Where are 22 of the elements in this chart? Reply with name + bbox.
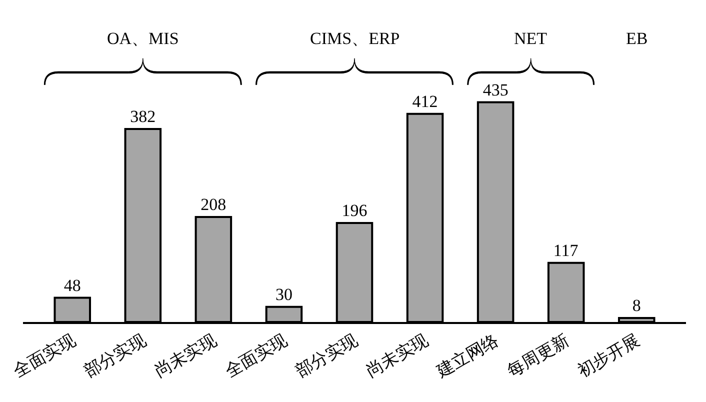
data-label: 8 [632,296,641,315]
x-tick-label: 尚未实现 [362,330,432,381]
data-label: 208 [200,194,226,214]
x-tick-label: 部分实现 [80,330,150,381]
data-label: 48 [64,276,81,295]
data-label: 412 [412,92,438,111]
x-tick-label: 部分实现 [292,330,361,381]
data-label: 196 [342,201,368,220]
text: CIMS、ERP [310,29,400,48]
text: EB [626,29,648,48]
data-label: 30 [275,284,292,304]
text: NET [514,29,548,48]
x-tick-label: 建立网络 [432,330,502,382]
x-tick-label: 尚未实现 [151,330,220,381]
data-label: 382 [130,107,156,126]
text: OA、MIS [107,29,179,48]
x-tick-label: 全面实现 [10,330,79,381]
data-label: 435 [482,80,508,100]
x-tick-label: 每周更新 [504,330,572,381]
x-tick-label: 初步开展 [574,330,643,381]
data-label: 117 [553,240,579,260]
x-tick-label: 全面实现 [222,330,290,381]
